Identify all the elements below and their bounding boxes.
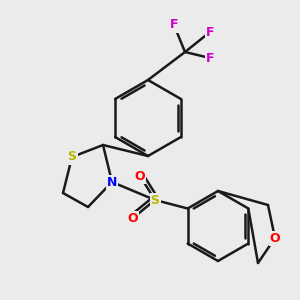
Text: O: O [270, 232, 280, 244]
Text: F: F [170, 19, 178, 32]
Text: F: F [206, 26, 214, 38]
Text: O: O [128, 212, 138, 224]
Text: S: S [68, 151, 76, 164]
Text: F: F [206, 52, 214, 64]
Text: O: O [135, 169, 145, 182]
Text: N: N [107, 176, 117, 188]
Text: S: S [151, 194, 160, 206]
